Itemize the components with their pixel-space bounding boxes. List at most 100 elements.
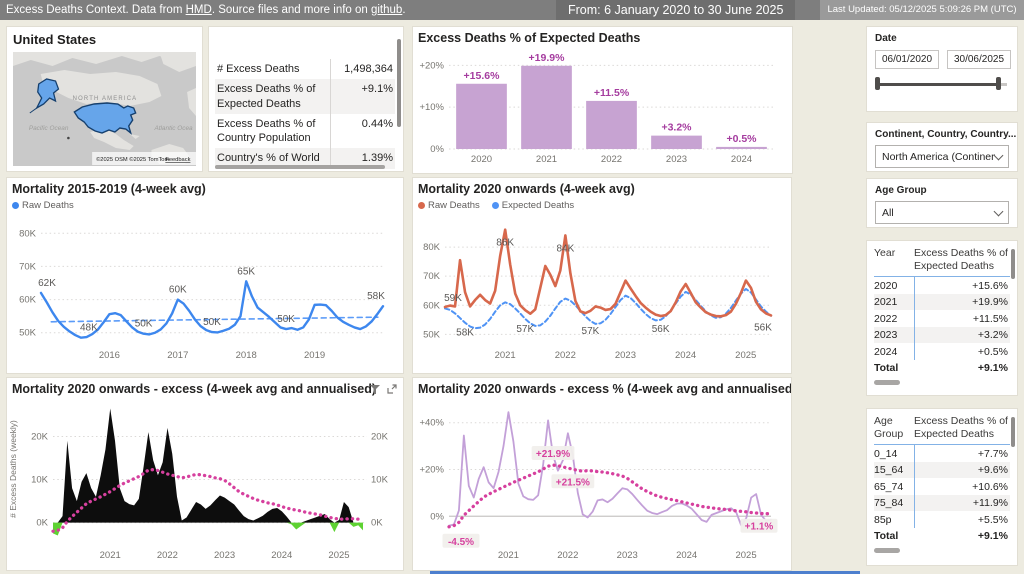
age-row[interactable]: 0_14 +7.7% — [874, 445, 1010, 462]
chart-title: Mortality 2020 onwards - excess % (4-wee… — [418, 382, 791, 396]
svg-text:20K: 20K — [371, 431, 389, 442]
legend-item[interactable]: Raw Deaths — [418, 200, 480, 211]
excess-absolute-chart[interactable]: 20K 20K 10K 10K 0K 0K 2021 2022 2023 2024 2025 # Ex… — [7, 396, 393, 562]
row-value: +19.9% — [914, 293, 1010, 311]
year-table-vertical-scrollbar[interactable] — [1011, 249, 1015, 279]
stats-vertical-scrollbar[interactable] — [397, 39, 401, 127]
age-row[interactable]: 75_84 +11.9% — [874, 494, 1010, 512]
geo-select[interactable]: North America (Continen... — [875, 145, 1009, 168]
svg-text:56K: 56K — [652, 324, 670, 335]
svg-text:50K: 50K — [423, 329, 441, 340]
expand-icon[interactable] — [387, 384, 397, 394]
age-row[interactable]: 65_74 +10.6% — [874, 478, 1010, 495]
age-row[interactable]: 15_64 +9.6% — [874, 461, 1010, 479]
total-label: Total — [874, 530, 899, 543]
legend-item[interactable]: Expected Deaths — [491, 200, 574, 211]
stats-table: # Excess Deaths 1,498,364 Excess Deaths % … — [215, 59, 395, 169]
date-filter-label: Date — [875, 33, 897, 44]
age-row[interactable]: 85p +5.5% — [874, 511, 1010, 528]
svg-text:+20%: +20% — [419, 464, 444, 475]
age-table-header: Age Group Excess Deaths % of Expected De… — [874, 415, 1010, 446]
excess-pct-bar-chart[interactable]: +20% +10% 0% +15.6% 2020 +19.9% 2021 +11.5% 2022… — [413, 45, 782, 167]
year-row[interactable]: 2022 +11.5% — [874, 310, 1010, 327]
date-range-banner: From: 6 January 2020 to 30 June 2025 — [556, 0, 796, 20]
map-alaska-highlight[interactable] — [35, 78, 60, 110]
last-updated: Last Updated: 05/12/2025 5:09:26 PM (UTC… — [820, 0, 1024, 20]
legend-item[interactable]: Raw Deaths — [12, 200, 74, 211]
map-us-highlight[interactable] — [73, 102, 137, 135]
mortality-2015-2019-chart[interactable]: 80K 70K 60K 50K 2016 2017 2018 2019 62K 48K 50K 60K… — [7, 212, 393, 362]
map-card: United States NORTH AMERICA Pacific Ocea… — [6, 26, 203, 172]
svg-text:2017: 2017 — [167, 350, 188, 361]
svg-text:2024: 2024 — [675, 350, 696, 361]
map-feedback-link[interactable]: Feedback — [165, 157, 190, 163]
age-select[interactable]: All — [875, 201, 1009, 224]
slider-track[interactable] — [877, 83, 999, 86]
svg-text:+21.5%: +21.5% — [556, 477, 590, 488]
map-attribution: ©2025 OSM ©2025 TomTom — [96, 156, 169, 163]
year-table-scrollbar[interactable] — [874, 379, 900, 385]
year-row[interactable]: 2020 +15.6% — [874, 277, 1010, 294]
svg-text:+15.6%: +15.6% — [464, 70, 501, 82]
north-america-map[interactable]: NORTH AMERICA Pacific Ocean Atlantic Oce… — [13, 52, 196, 166]
svg-text:50K: 50K — [277, 314, 295, 325]
row-value: +0.5% — [914, 343, 1010, 360]
date-start-input[interactable] — [875, 50, 939, 69]
year-table: Year Excess Deaths % of Expected Deaths … — [874, 247, 1010, 385]
slider-handle-start[interactable] — [875, 77, 880, 90]
github-link[interactable]: github — [370, 4, 403, 16]
value-col-header: Excess Deaths % of Expected Deaths — [914, 247, 1008, 273]
svg-text:58K: 58K — [456, 328, 474, 339]
svg-text:+21.9%: +21.9% — [536, 449, 570, 460]
year-row[interactable]: 2024 +0.5% — [874, 343, 1010, 360]
stat-label: Excess Deaths % of Country Population — [217, 117, 316, 145]
date-end-input[interactable] — [947, 50, 1011, 69]
date-range-slider[interactable] — [875, 77, 1009, 91]
stat-label: # Excess Deaths — [217, 63, 300, 75]
top-bar: Excess Deaths Context. Data from HMD. So… — [0, 0, 1024, 20]
excess-percent-chart[interactable]: +40% +20% 0% 2021 2022 2023 2024 2025 -4.5% +21.9… — [413, 396, 781, 562]
year-table-total-row[interactable]: Total +9.1% — [874, 360, 1010, 377]
svg-text:2024: 2024 — [676, 550, 697, 561]
row-key: 2020 — [874, 279, 898, 292]
row-key: 15_64 — [874, 464, 904, 476]
chart-title: Mortality 2020 onwards - excess (4-week … — [12, 382, 377, 396]
svg-text:2023: 2023 — [617, 550, 638, 561]
age-table-vertical-scrollbar[interactable] — [1011, 417, 1015, 447]
svg-text:84K: 84K — [556, 243, 574, 254]
age-filter-label: Age Group — [875, 185, 927, 196]
map-land-east — [187, 88, 196, 116]
age-table-body: 0_14 +7.7% 15_64 +9.6% 65_74 +10.6% 75_84 +11.9… — [874, 445, 1010, 528]
svg-text:10K: 10K — [31, 475, 49, 486]
svg-text:2022: 2022 — [601, 154, 622, 165]
age-table-total-row[interactable]: Total +9.1% — [874, 528, 1010, 545]
hmd-link[interactable]: HMD — [185, 4, 212, 16]
filter-icon[interactable] — [370, 384, 380, 394]
mortality-2020-chart[interactable]: 80K 70K 60K 50K 2021 2022 2023 2024 2025 59K 86K 84… — [413, 212, 781, 362]
year-row[interactable]: 2021 +19.9% — [874, 293, 1010, 311]
svg-text:+19.9%: +19.9% — [529, 52, 566, 64]
svg-text:+0.5%: +0.5% — [726, 133, 757, 145]
age-select-value: All — [882, 206, 894, 219]
age-table-scrollbar[interactable] — [874, 547, 900, 553]
svg-text:2021: 2021 — [495, 350, 516, 361]
svg-text:+3.2%: +3.2% — [661, 122, 692, 134]
excess-absolute-card: Mortality 2020 onwards - excess (4-week … — [6, 377, 404, 571]
year-row[interactable]: 2023 +3.2% — [874, 326, 1010, 344]
svg-text:60K: 60K — [19, 295, 37, 306]
chart-title: Excess Deaths % of Expected Deaths — [418, 31, 641, 45]
svg-text:2025: 2025 — [328, 550, 349, 561]
page-scrollbar[interactable] — [430, 571, 860, 574]
chevron-down-icon — [993, 206, 1004, 216]
stats-horizontal-scrollbar[interactable] — [215, 165, 385, 169]
slider-handle-end[interactable] — [996, 77, 1001, 90]
svg-text:0%: 0% — [430, 511, 444, 522]
svg-text:2021: 2021 — [498, 550, 519, 561]
svg-text:57K: 57K — [582, 326, 600, 337]
stats-card: # Excess Deaths 1,498,364 Excess Deaths % … — [208, 26, 404, 172]
svg-text:2022: 2022 — [555, 350, 576, 361]
row-value: +9.6% — [914, 461, 1010, 479]
legend: Raw Deaths — [7, 196, 403, 212]
map-title: United States — [13, 32, 97, 47]
